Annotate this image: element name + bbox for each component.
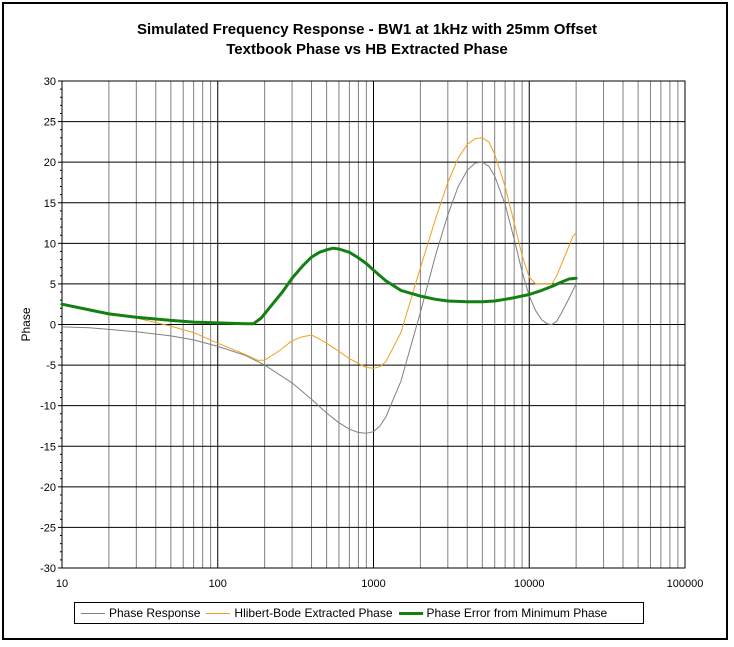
y-tick-label: 25 (44, 117, 56, 129)
grid (61, 80, 685, 569)
legend-label: Phase Response (109, 606, 201, 620)
series-lines (60, 137, 578, 434)
y-tick-label: -20 (40, 482, 56, 494)
chart-title: Simulated Frequency Response - BW1 at 1k… (0, 20, 734, 60)
legend-item: Hlibert-Bode Extracted Phase (206, 606, 393, 620)
legend: Phase Response Hlibert-Bode Extracted Pha… (74, 602, 644, 624)
y-tick-label: -10 (40, 401, 56, 413)
x-tick-label: 10000 (514, 578, 545, 590)
x-tick-label: 100000 (667, 578, 704, 590)
y-tick-label: 5 (50, 279, 56, 291)
y-tick-label: -30 (40, 563, 56, 575)
chart-title-line-2: Textbook Phase vs HB Extracted Phase (226, 41, 508, 58)
chart-title-line-1: Simulated Frequency Response - BW1 at 1k… (136, 21, 598, 38)
y-tick-label: -15 (40, 441, 56, 453)
x-tick-label: 100 (209, 578, 227, 590)
legend-label: Hlibert-Bode Extracted Phase (234, 606, 393, 620)
legend-swatch (206, 612, 231, 614)
y-axis-ticks: 30 25 20 15 10 5 0 -5 -10 -15 -20 -25 -30 (40, 76, 62, 575)
series-line-1 (61, 161, 577, 434)
legend-swatch (81, 612, 105, 614)
x-tick-label: 1000 (361, 578, 385, 590)
chart-frame (2, 2, 728, 640)
y-tick-label: 10 (44, 238, 56, 250)
y-tick-label: -25 (40, 522, 56, 534)
y-tick-label: 0 (50, 320, 56, 332)
legend-label: Phase Error from Minimum Phase (426, 606, 608, 620)
legend-swatch (398, 611, 423, 615)
series-line-3 (60, 246, 578, 326)
x-axis-ticks: 10 100 1000 10000 100000 (56, 578, 703, 590)
y-tick-label: -5 (46, 360, 56, 372)
x-tick-label: 10 (56, 578, 68, 590)
y-tick-label: 20 (44, 157, 56, 169)
legend-item: Phase Error from Minimum Phase (398, 606, 608, 620)
legend-item: Phase Response (81, 606, 200, 620)
series-line-2 (61, 137, 577, 369)
y-tick-label: 15 (44, 198, 56, 210)
y-tick-label: 30 (44, 76, 56, 88)
y-axis-label: Phase (19, 307, 33, 341)
